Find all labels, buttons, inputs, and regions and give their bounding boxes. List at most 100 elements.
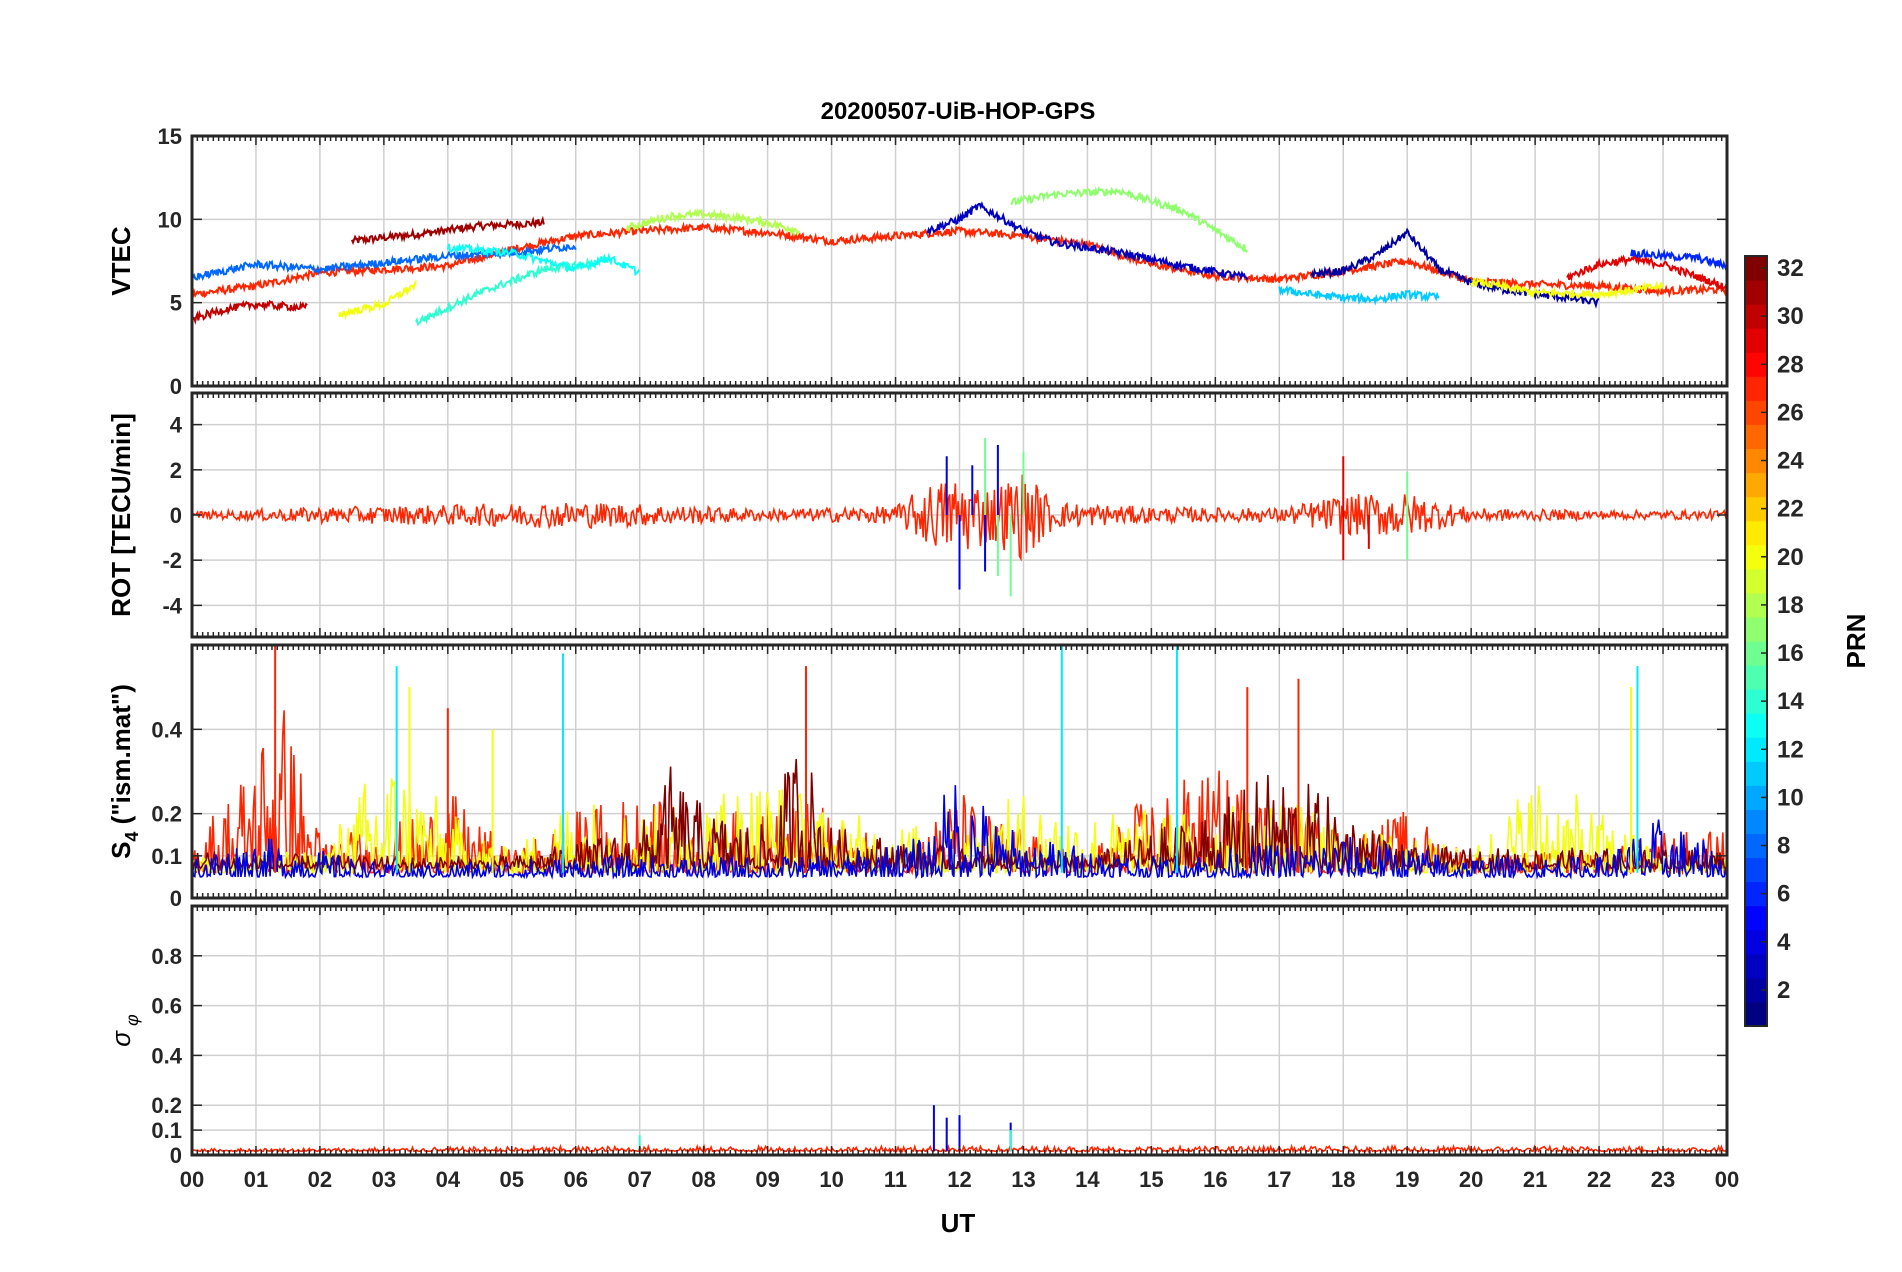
y-tick-label: 0: [170, 374, 182, 399]
x-tick-label: 00: [180, 1167, 204, 1192]
colorbar-segment: [1745, 256, 1767, 281]
colorbar-frame: [1744, 255, 1768, 1027]
x-tick-label: 16: [1203, 1167, 1227, 1192]
colorbar-segment: [1745, 448, 1767, 474]
colorbar-segment: [1745, 977, 1767, 1003]
series-prn-4: [192, 785, 1727, 880]
colorbar-segment: [1745, 400, 1767, 425]
colorbar-tick-label: 18: [1777, 592, 1804, 619]
colorbar-segment: [1745, 568, 1767, 594]
colorbar-segment: [1745, 424, 1767, 449]
x-tick-label: 14: [1075, 1167, 1100, 1192]
colorbar-segment: [1745, 953, 1767, 979]
y-tick-label: -2: [162, 548, 182, 573]
colorbar-segment: [1745, 592, 1767, 618]
y-tick-label: 15: [158, 124, 182, 149]
series-prn-27: [192, 221, 1727, 300]
y-tick-label: 0: [170, 503, 182, 528]
y-tick-label: 0.2: [151, 802, 182, 827]
colorbar-segment: [1745, 929, 1767, 955]
y-tick-label: 0.2: [151, 1093, 182, 1118]
y-tick-label: 0.4: [151, 717, 182, 742]
colorbar-segment: [1745, 304, 1767, 329]
colorbar-tick-label: 16: [1777, 640, 1804, 667]
y-tick-label: 0.1: [151, 844, 182, 869]
x-tick-label: 09: [755, 1167, 779, 1192]
x-tick-label: 08: [691, 1167, 715, 1192]
series-prn-3: [926, 201, 1249, 281]
x-tick-label: 20: [1459, 1167, 1483, 1192]
panel-vtec: 0 5 10 15 VTEC: [106, 124, 1729, 399]
y-tick-label: 2: [170, 458, 182, 483]
colorbar-segment: [1745, 809, 1767, 834]
x-tick-label: 17: [1267, 1167, 1291, 1192]
rot-data: [192, 438, 1727, 597]
colorbar-tick-label: 12: [1777, 736, 1804, 763]
panel-rot: -4 -2 0 2 4 ROT [TECU/min]: [106, 391, 1729, 639]
colorbar-segment: [1745, 689, 1767, 714]
colorbar-segment: [1745, 616, 1767, 642]
y-tick-label: 0.8: [151, 944, 182, 969]
colorbar-segment: [1745, 544, 1767, 570]
colorbar-segment: [1745, 665, 1767, 690]
x-tick-label: 03: [372, 1167, 396, 1192]
x-tick-label: 12: [947, 1167, 971, 1192]
colorbar-tick-label: 8: [1777, 833, 1790, 860]
colorbar-segment: [1745, 737, 1767, 762]
series-prn-8: [192, 242, 577, 281]
x-tick-label: 11: [884, 1167, 907, 1192]
x-axis-label: UT: [941, 1208, 976, 1238]
x-tick-label: 22: [1587, 1167, 1611, 1192]
panel-sigma_phi: 00.10.2 0.4 0.6 0.8 σ φ 00 01 02 03 04 05 06 07 08 09 1…: [106, 904, 1739, 1192]
y-tick-label: -4: [162, 593, 182, 618]
x-tick-label: 05: [500, 1167, 524, 1192]
colorbar-tick-label: 20: [1777, 544, 1804, 571]
s4-data: [192, 645, 1727, 880]
vtec-ylabel: VTEC: [106, 226, 136, 296]
x-tick-label: 13: [1011, 1167, 1035, 1192]
x-tick-label: 04: [436, 1167, 461, 1192]
colorbar-tick-label: 28: [1777, 351, 1804, 378]
colorbar-segment: [1745, 857, 1767, 883]
y-tick-label: 0.4: [151, 1043, 182, 1068]
colorbar-tick-label: 10: [1777, 784, 1804, 811]
x-tick-label: 19: [1395, 1167, 1419, 1192]
colorbar-segment: [1745, 520, 1767, 546]
x-tick-label: 01: [244, 1167, 268, 1192]
x-tick-label: 00: [1715, 1167, 1739, 1192]
series-prn-6: [1630, 248, 1727, 273]
series-prn-20: [1470, 276, 1664, 300]
x-tick-label: 07: [627, 1167, 651, 1192]
colorbar-segment: [1745, 352, 1767, 377]
y-tick-label: 4: [170, 413, 183, 438]
series-prn-31: [350, 215, 545, 246]
series-prn-18: [625, 207, 801, 237]
y-tick-label: 0.1: [151, 1118, 182, 1143]
colorbar-segment: [1745, 376, 1767, 401]
y-tick-label: 0: [170, 1143, 182, 1168]
x-tick-label: 23: [1651, 1167, 1675, 1192]
series-prn-29: [1566, 253, 1727, 291]
colorbar-segment: [1745, 833, 1767, 859]
sigma_phi-ticks: 00.10.2 0.4 0.6 0.8: [151, 906, 1728, 1168]
series-prn-11: [1278, 284, 1440, 306]
x-tick-label: 21: [1523, 1167, 1547, 1192]
y-tick-label: 0: [170, 886, 182, 911]
colorbar-segment: [1745, 280, 1767, 305]
colorbar-tick-label: 32: [1777, 255, 1804, 282]
rot-ylabel: ROT [TECU/min]: [106, 413, 136, 617]
panel-s4: 0 0.1 0.2 0.4 S4 ("ism.mat"): [106, 643, 1729, 911]
colorbar-tick-label: 22: [1777, 496, 1804, 523]
series-prn-30: [192, 299, 308, 325]
y-tick-label: 5: [170, 291, 182, 316]
vtec-data: [192, 186, 1727, 327]
series-prn-17: [1010, 186, 1249, 253]
colorbar-label: PRN: [1841, 614, 1871, 669]
colorbar-tick-label: 24: [1777, 448, 1804, 475]
sigma_phi-ylabel: σ φ: [106, 1014, 142, 1047]
s4-ylabel: S4 ("ism.mat"): [106, 684, 142, 859]
x-tick-label: 02: [308, 1167, 332, 1192]
colorbar-segment: [1745, 641, 1767, 666]
